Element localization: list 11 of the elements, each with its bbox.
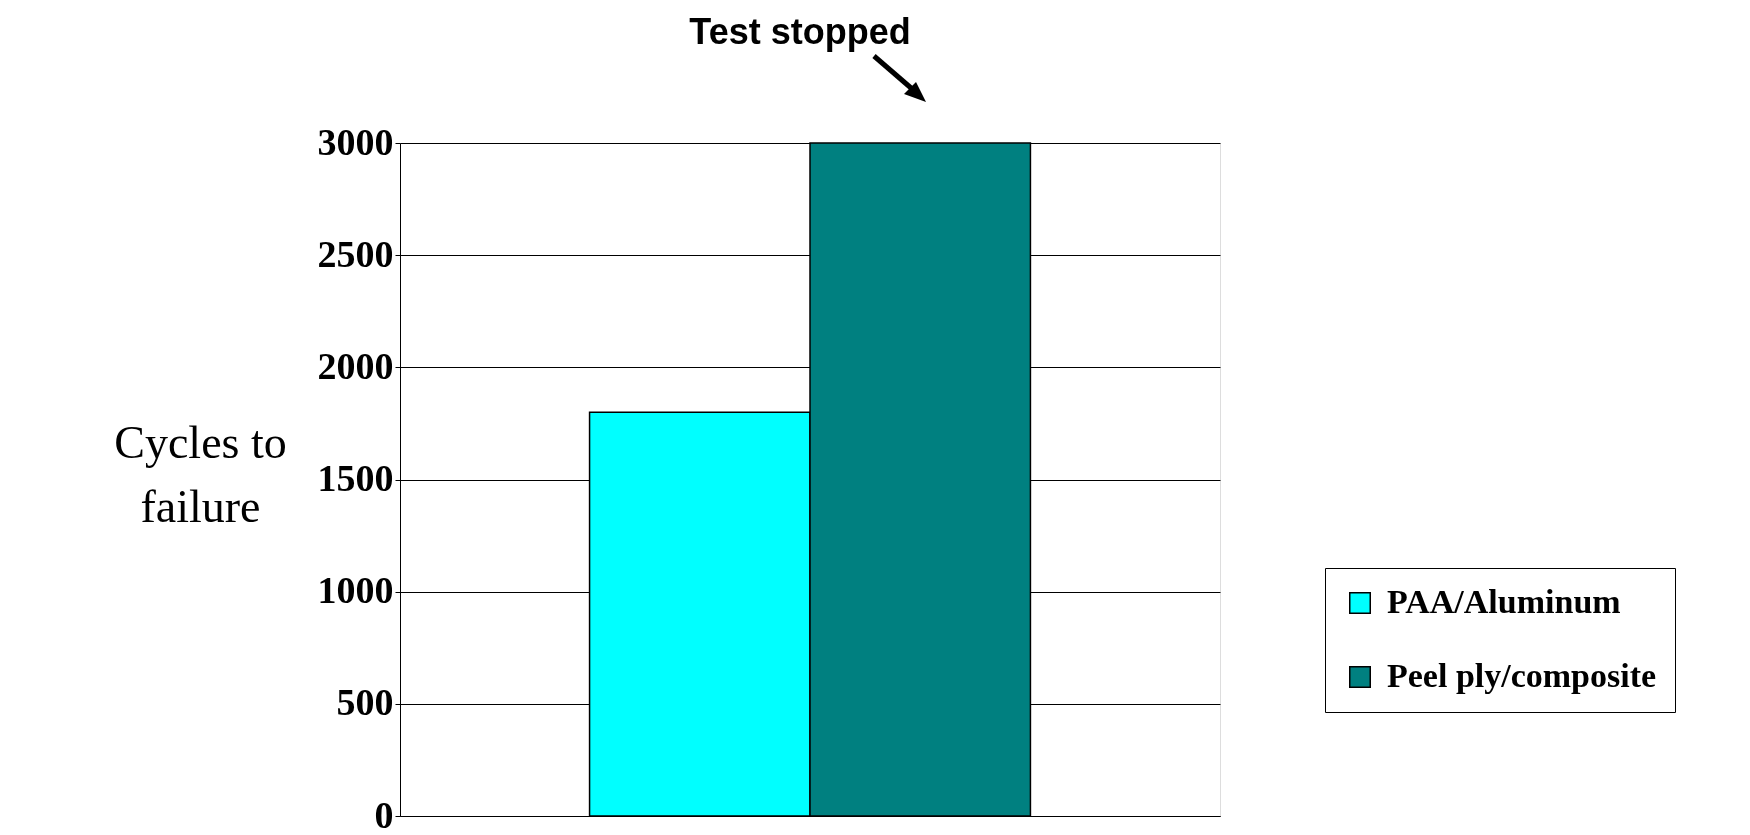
y-tick-label: 0	[374, 793, 394, 835]
y-tick-label: 3000	[317, 120, 394, 163]
legend-label: PAA/Aluminum	[1387, 583, 1621, 620]
y-tick-label: 2000	[317, 344, 394, 387]
y-axis-title: Cycles to failure	[114, 416, 287, 532]
y-tick-label: 2500	[317, 232, 394, 275]
y-tick-label: 500	[336, 681, 394, 724]
y-tick-label: 1000	[317, 569, 394, 612]
y-tick-label: 1500	[317, 457, 394, 499]
legend-label: Peel ply/composite	[1387, 657, 1657, 694]
text: Test stopped	[689, 11, 911, 52]
